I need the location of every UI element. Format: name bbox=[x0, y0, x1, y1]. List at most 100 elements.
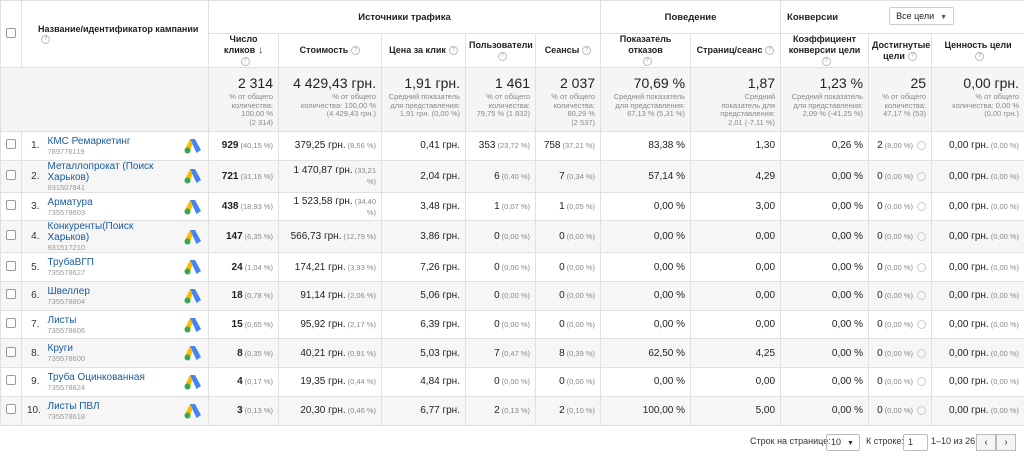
goal-select[interactable]: Все цели ▼ bbox=[889, 7, 955, 25]
cpc-cell: 6,39 грн. bbox=[381, 309, 466, 340]
bounce-value: 100,00 % bbox=[642, 405, 686, 417]
bounce-value: 0,00 % bbox=[653, 231, 686, 243]
row-checkbox[interactable] bbox=[6, 260, 16, 271]
sessions-cell: 0 (0,00 %) bbox=[534, 367, 602, 397]
traffic-group-header: Источники трафика bbox=[207, 0, 602, 34]
row-checkbox-cell bbox=[0, 191, 22, 222]
chevron-down-icon: ▼ bbox=[847, 440, 854, 447]
campaign-link[interactable]: Швеллер bbox=[47, 285, 90, 297]
info-icon[interactable] bbox=[917, 141, 927, 151]
row-checkbox[interactable] bbox=[6, 169, 16, 180]
info-icon[interactable] bbox=[917, 406, 927, 416]
total-note: количества: 100,00 % bbox=[300, 100, 376, 110]
help-icon[interactable]: ? bbox=[907, 51, 917, 61]
campaign-link[interactable]: ТрубаВГП bbox=[47, 257, 94, 269]
pages-cell: 4,29 bbox=[690, 159, 782, 193]
clicks-column-header[interactable]: Число кликов ↓? bbox=[208, 33, 279, 68]
goto-row-input[interactable]: 1 bbox=[903, 434, 928, 451]
total-pages: 1,87 Средний показатель для представления: 2… bbox=[690, 67, 782, 132]
cpc-value: 4,84 грн. bbox=[420, 376, 460, 388]
sessions-value: 0 bbox=[559, 261, 565, 273]
clicks-cell: 147 (6,35 %) bbox=[208, 220, 279, 254]
row-checkbox[interactable] bbox=[6, 289, 16, 300]
conv-rate-column-header[interactable]: Коэффициент конверсии цели? bbox=[780, 33, 870, 68]
campaign-link[interactable]: Арматура bbox=[47, 196, 93, 208]
users-value: 353 bbox=[478, 140, 496, 152]
info-icon[interactable] bbox=[917, 171, 927, 181]
row-checkbox[interactable] bbox=[6, 139, 16, 150]
sessions-column-header[interactable]: Сеансы? bbox=[534, 33, 602, 68]
goal-value-percent: (0,00 %) bbox=[990, 348, 1020, 358]
goal-value-cell: 0,00 грн. (0,00 %) bbox=[931, 191, 1024, 222]
conv-rate-cell: 0,00 % bbox=[780, 191, 870, 222]
row-checkbox-cell bbox=[0, 367, 22, 397]
row-checkbox-cell bbox=[0, 252, 22, 283]
help-icon[interactable]: ? bbox=[240, 57, 250, 67]
rows-per-page-select[interactable]: 10 ▼ bbox=[826, 434, 860, 451]
goal-value-percent: (0,00 %) bbox=[990, 377, 1020, 387]
goals-percent: (8,00 %) bbox=[884, 141, 914, 151]
cpc-value: 7,26 грн. bbox=[420, 261, 460, 273]
google-ads-icon bbox=[184, 138, 201, 154]
goals-column-header[interactable]: Достигнутые цели? bbox=[868, 33, 933, 68]
users-cell: 2 (0,13 %) bbox=[465, 395, 536, 426]
info-icon[interactable] bbox=[917, 291, 927, 301]
goal-value-column-header[interactable]: Ценность цели? bbox=[931, 33, 1024, 68]
bounce-value: 0,00 % bbox=[653, 376, 686, 388]
goals-cell: 0 (0,00 %) bbox=[868, 252, 933, 283]
total-note: (2 537) bbox=[571, 117, 596, 127]
total-value: 25 bbox=[910, 75, 927, 91]
campaign-link[interactable]: Труба Оцинкованная bbox=[47, 371, 145, 383]
help-icon[interactable]: ? bbox=[448, 46, 458, 56]
cost-column-header[interactable]: Стоимость? bbox=[278, 33, 382, 68]
campaign-link[interactable]: Круги bbox=[47, 343, 74, 355]
goal-value-percent: (0,00 %) bbox=[990, 291, 1020, 301]
campaign-link[interactable]: Листы ПВЛ bbox=[47, 400, 100, 412]
users-column-header[interactable]: Пользователи? bbox=[465, 33, 536, 68]
total-note: количества: bbox=[553, 100, 596, 110]
select-all-checkbox[interactable] bbox=[6, 27, 16, 38]
row-checkbox[interactable] bbox=[6, 200, 16, 211]
help-icon[interactable]: ? bbox=[497, 51, 507, 61]
info-icon[interactable] bbox=[917, 201, 927, 211]
pages-value: 5,00 bbox=[755, 405, 776, 417]
cost-cell: 95,92 грн. (2,17 %) bbox=[278, 309, 382, 340]
campaign-link[interactable]: Металлопрокат (Поиск Харьков) bbox=[47, 160, 154, 183]
campaign-link[interactable]: КМС Ремаркетинг bbox=[47, 135, 131, 147]
info-icon[interactable] bbox=[917, 377, 927, 387]
help-icon[interactable]: ? bbox=[41, 35, 50, 45]
total-cost: 4 429,43 грн.% от общего количества: 100,… bbox=[278, 67, 382, 132]
row-checkbox[interactable] bbox=[6, 318, 16, 329]
help-icon[interactable]: ? bbox=[642, 57, 652, 67]
bounce-cell: 57,14 % bbox=[600, 159, 692, 193]
campaign-link[interactable]: Листы bbox=[47, 314, 77, 326]
prev-page-button[interactable]: ‹ bbox=[976, 434, 996, 451]
next-page-button[interactable]: › bbox=[996, 434, 1016, 451]
help-icon[interactable]: ? bbox=[582, 46, 592, 56]
pages-column-header[interactable]: Страниц/сеанс? bbox=[690, 33, 782, 68]
cost-cell: 1 470,87 грн. (33,21 %) bbox=[278, 159, 382, 193]
info-icon[interactable] bbox=[917, 232, 927, 242]
row-checkbox[interactable] bbox=[6, 230, 16, 241]
conv-rate-value: 0,00 % bbox=[831, 405, 864, 417]
help-icon[interactable]: ? bbox=[975, 51, 985, 61]
campaign-column-header[interactable]: Название/идентификатор кампании? bbox=[21, 0, 209, 68]
row-checkbox[interactable] bbox=[6, 346, 16, 357]
bounce-column-header[interactable]: Показатель отказов? bbox=[600, 33, 692, 68]
clicks-value: 438 bbox=[221, 201, 239, 213]
row-checkbox[interactable] bbox=[6, 404, 16, 415]
help-icon[interactable]: ? bbox=[765, 46, 775, 56]
row-checkbox[interactable] bbox=[6, 375, 16, 386]
users-cell: 0 (0,00 %) bbox=[465, 220, 536, 254]
users-cell: 0 (0,00 %) bbox=[465, 309, 536, 340]
help-icon[interactable]: ? bbox=[351, 46, 361, 56]
info-icon[interactable] bbox=[917, 319, 927, 329]
campaign-id: 735578600 bbox=[47, 354, 86, 364]
info-icon[interactable] bbox=[917, 262, 927, 272]
cpc-column-header[interactable]: Цена за клик? bbox=[381, 33, 466, 68]
campaign-link[interactable]: Конкуренты(Поиск Харьков) bbox=[47, 221, 134, 244]
users-value: 2 bbox=[494, 405, 500, 417]
info-icon[interactable] bbox=[917, 348, 927, 358]
help-icon[interactable]: ? bbox=[821, 57, 831, 67]
goals-label-line2: цели bbox=[883, 50, 905, 61]
